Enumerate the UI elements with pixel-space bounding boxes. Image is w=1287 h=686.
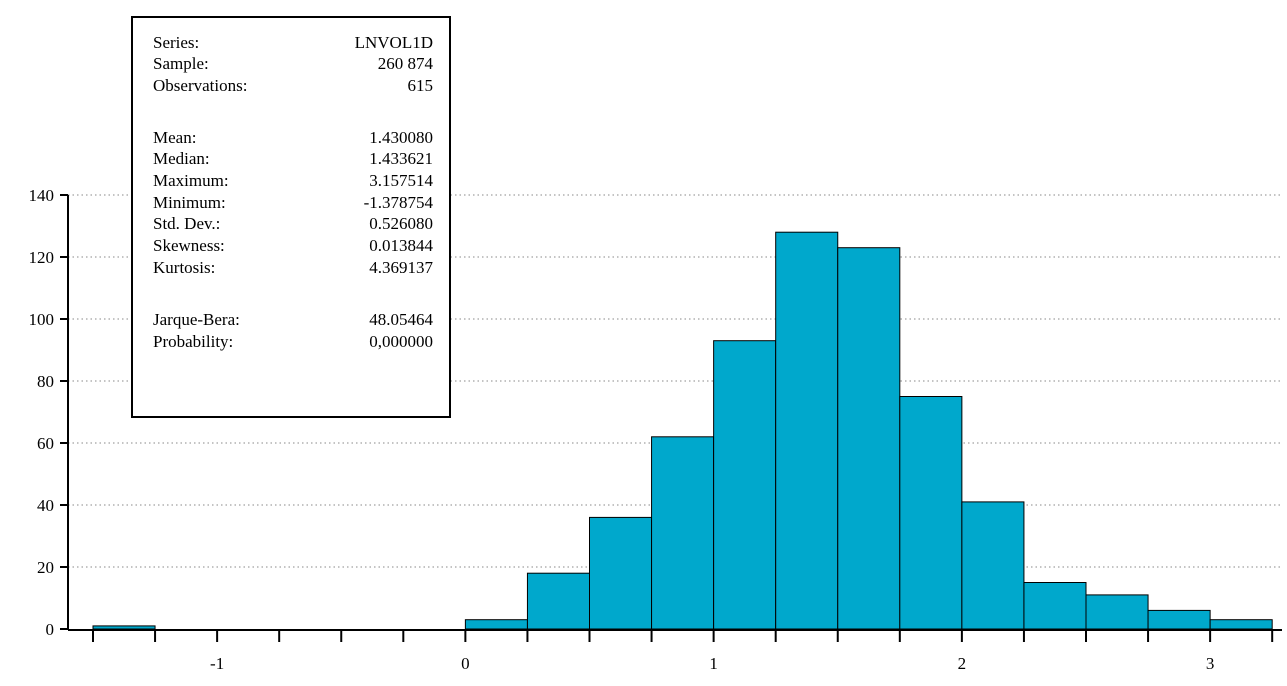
y-tick-label-100: 100: [29, 310, 55, 329]
y-tick-label-0: 0: [46, 620, 55, 639]
x-tick-label-1: 1: [709, 654, 718, 673]
histogram-bar-17: [1147, 609, 1211, 630]
stat-value: 615: [407, 76, 434, 95]
stat-row: Observations: 615: [153, 75, 433, 97]
stat-label: Jarque-Bera:: [153, 310, 240, 329]
stat-value: 48.05464: [369, 310, 433, 329]
stat-value: 1.430080: [369, 128, 433, 147]
histogram-bar-0: [92, 625, 156, 630]
stat-value: LNVOL1D: [354, 33, 433, 52]
histogram-bar-7: [526, 572, 590, 630]
stat-row: Maximum: 3.157514: [153, 170, 433, 192]
tick-labels: 0 20 40 60 80 100 120 140 -1 0 1 2 3: [29, 186, 1215, 673]
stat-row: Sample: 260 874: [153, 53, 433, 75]
stat-label: Minimum:: [153, 193, 226, 212]
stat-row: Minimum: -1.378754: [153, 192, 433, 214]
stat-row: Std. Dev.: 0.526080: [153, 213, 433, 235]
stat-label: Std. Dev.:: [153, 214, 221, 233]
histogram-bar-16: [1085, 594, 1149, 630]
stat-row: Kurtosis: 4.369137: [153, 257, 433, 279]
histogram-bar-15: [1023, 582, 1087, 630]
stat-label: Maximum:: [153, 171, 229, 190]
y-tick-label-80: 80: [37, 372, 54, 391]
y-tick-label-20: 20: [37, 558, 54, 577]
x-tick-label-0: 0: [461, 654, 470, 673]
histogram-bar-10: [713, 340, 777, 630]
histogram-bar-13: [899, 396, 963, 630]
stat-value: 4.369137: [369, 258, 433, 277]
stat-value: -1.378754: [363, 193, 433, 212]
y-tick-label-120: 120: [29, 248, 55, 267]
stat-label: Skewness:: [153, 236, 225, 255]
stat-value: 260 874: [377, 54, 433, 73]
stat-value: 0,000000: [369, 332, 433, 351]
stat-row: Mean: 1.430080: [153, 127, 433, 149]
x-tick-label-3: 3: [1206, 654, 1215, 673]
stat-label: Mean:: [153, 128, 197, 147]
stat-label: Observations:: [153, 76, 248, 95]
stat-row: Probability: 0,000000: [153, 331, 433, 353]
statistics-box: Series: LNVOL1D Sample: 260 874 Observations…: [131, 16, 451, 418]
x-tick-label-2: 2: [958, 654, 967, 673]
stat-row: Skewness: 0.013844: [153, 235, 433, 257]
stat-label: Median:: [153, 149, 210, 168]
x-tick-label--1: -1: [210, 654, 224, 673]
ticks: [60, 194, 1274, 642]
stat-value: 1.433621: [369, 149, 433, 168]
histogram-bar-18: [1209, 619, 1273, 630]
stat-label: Series:: [153, 33, 200, 52]
y-tick-label-40: 40: [37, 496, 54, 515]
stat-value: 0.526080: [369, 214, 433, 233]
stat-row: Median: 1.433621: [153, 148, 433, 170]
stat-label: Kurtosis:: [153, 258, 216, 277]
histogram-bar-9: [651, 436, 715, 630]
histogram-bar-11: [775, 231, 839, 630]
histogram-bar-8: [589, 516, 653, 630]
stat-value: 0.013844: [369, 236, 433, 255]
stat-row: Series: LNVOL1D: [153, 32, 433, 54]
y-tick-label-60: 60: [37, 434, 54, 453]
histogram-bar-14: [961, 501, 1025, 630]
stat-row: Jarque-Bera: 48.05464: [153, 309, 433, 331]
histogram-bars: [92, 231, 1273, 630]
stat-label: Probability:: [153, 332, 234, 351]
histogram-bar-12: [837, 247, 901, 630]
axes: [67, 195, 1282, 631]
y-tick-label-140: 140: [29, 186, 55, 205]
histogram-bar-6: [464, 619, 528, 630]
stat-label: Sample:: [153, 54, 209, 73]
stat-value: 3.157514: [369, 171, 433, 190]
